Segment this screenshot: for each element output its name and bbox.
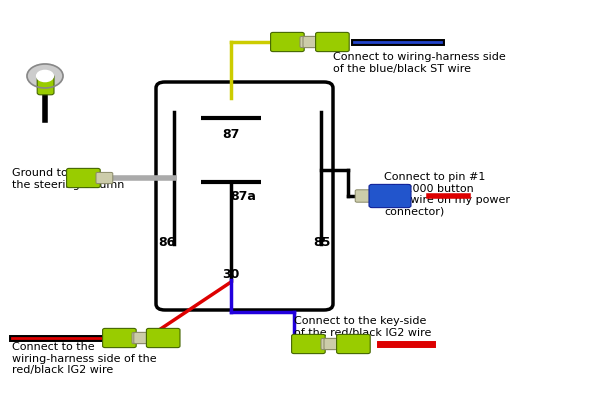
Text: 86: 86: [158, 236, 175, 248]
Text: 30: 30: [223, 268, 239, 280]
FancyBboxPatch shape: [156, 82, 333, 310]
FancyBboxPatch shape: [67, 168, 100, 188]
FancyBboxPatch shape: [132, 332, 149, 344]
FancyBboxPatch shape: [321, 338, 338, 350]
Circle shape: [37, 70, 53, 82]
FancyBboxPatch shape: [369, 184, 411, 208]
Text: 85: 85: [314, 236, 331, 248]
Text: Ground to
the steering column: Ground to the steering column: [12, 168, 124, 190]
FancyBboxPatch shape: [300, 36, 317, 48]
Circle shape: [27, 64, 63, 88]
FancyBboxPatch shape: [134, 332, 151, 344]
FancyBboxPatch shape: [37, 75, 54, 95]
FancyBboxPatch shape: [337, 334, 370, 354]
FancyBboxPatch shape: [146, 328, 180, 348]
FancyBboxPatch shape: [103, 328, 136, 348]
FancyBboxPatch shape: [324, 338, 341, 350]
FancyBboxPatch shape: [303, 36, 320, 48]
FancyBboxPatch shape: [355, 190, 374, 202]
Text: 87: 87: [223, 128, 239, 140]
Text: Connect to the
wiring-harness side of the
red/black IG2 wire: Connect to the wiring-harness side of th…: [12, 342, 157, 375]
FancyBboxPatch shape: [316, 32, 349, 52]
FancyBboxPatch shape: [96, 172, 113, 184]
Text: Connect to pin #1
of S2000 button
(red wire on my power
connector): Connect to pin #1 of S2000 button (red w…: [384, 172, 510, 217]
Text: Connect to the key-side
of the red/black IG2 wire: Connect to the key-side of the red/black…: [294, 316, 431, 338]
FancyBboxPatch shape: [271, 32, 304, 52]
FancyBboxPatch shape: [292, 334, 325, 354]
Text: Connect to wiring-harness side
of the blue/black ST wire: Connect to wiring-harness side of the bl…: [333, 52, 506, 74]
Text: 87a: 87a: [230, 190, 256, 202]
